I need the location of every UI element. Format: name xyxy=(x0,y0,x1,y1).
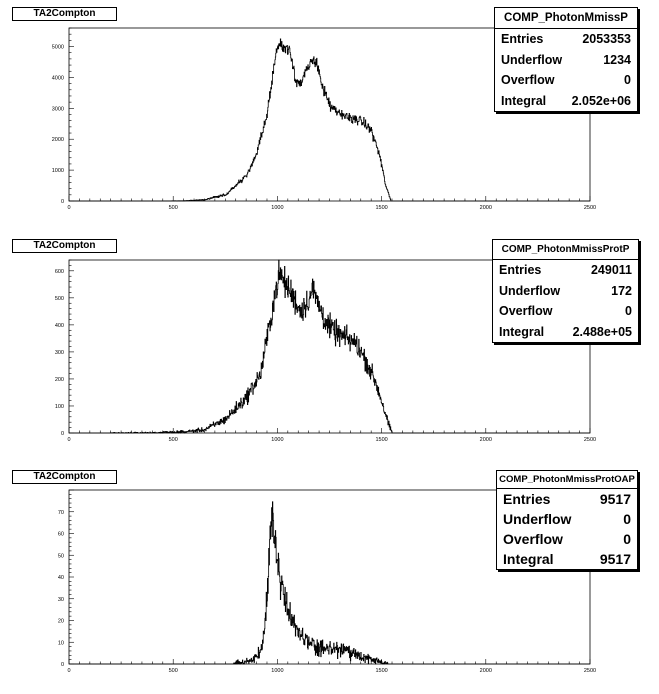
panel1-stats-name: COMP_PhotonMmissP xyxy=(495,8,637,29)
panel1-title: TA2Compton xyxy=(12,7,117,21)
panel3-stats-box: COMP_PhotonMmissProtOAP Entries 9517 Unde… xyxy=(496,470,638,570)
x-tick-label: 1500 xyxy=(375,437,387,443)
panel1-stats-row: Integral 2.052e+06 xyxy=(495,91,637,112)
stats-value: 2.052e+06 xyxy=(571,93,631,108)
x-tick-label: 2000 xyxy=(480,668,492,674)
y-tick-label: 30 xyxy=(58,597,64,603)
y-tick-label: 0 xyxy=(61,431,64,437)
x-tick-label: 2000 xyxy=(480,437,492,443)
stats-label: Underflow xyxy=(501,52,563,67)
x-tick-label: 0 xyxy=(67,437,70,443)
stats-label: Integral xyxy=(503,551,554,567)
panel3-stats-row: Underflow 0 xyxy=(497,509,637,529)
panel2-stats-row: Overflow 0 xyxy=(493,301,638,322)
stats-label: Overflow xyxy=(503,531,563,547)
y-tick-label: 500 xyxy=(55,296,64,302)
stats-value: 0 xyxy=(624,73,631,87)
x-tick-label: 1500 xyxy=(375,668,387,674)
panel2-histogram: 0 500 1000 1500 2000 2500 0 100 200 300 400 500 600 xyxy=(55,259,596,443)
stats-label: Integral xyxy=(499,324,545,339)
panel3-stats-row: Entries 9517 xyxy=(497,489,637,509)
panel2-stats-row: Underflow 172 xyxy=(493,281,638,302)
x-tick-label: 2500 xyxy=(584,205,596,211)
stats-value: 249011 xyxy=(590,263,632,277)
y-tick-label: 50 xyxy=(58,553,64,559)
panel2-title: TA2Compton xyxy=(12,239,117,253)
stats-value: 172 xyxy=(611,283,632,298)
stats-label: Underflow xyxy=(499,283,561,298)
stats-label: Entries xyxy=(501,32,544,46)
x-tick-label: 2500 xyxy=(584,668,596,674)
panel1-stats-row: Underflow 1234 xyxy=(495,50,637,71)
histogram-trace xyxy=(69,501,590,665)
y-tick-label: 300 xyxy=(55,350,64,356)
x-tick-label: 0 xyxy=(67,668,70,674)
x-tick-label: 1000 xyxy=(271,205,283,211)
stats-value: 9517 xyxy=(599,551,631,567)
y-tick-label: 60 xyxy=(58,532,64,538)
y-tick-label: 0 xyxy=(61,662,64,668)
panel1-stats-box: COMP_PhotonMmissP Entries 2053353 Underfl… xyxy=(494,7,638,112)
y-tick-label: 600 xyxy=(55,269,64,275)
y-tick-label: 10 xyxy=(58,640,64,646)
y-tick-label: 40 xyxy=(58,575,64,581)
stats-value: 0 xyxy=(623,511,631,527)
panel2-stats-box: COMP_PhotonMmissProtP Entries 249011 Unde… xyxy=(492,239,639,343)
stats-value: 2.488e+05 xyxy=(572,324,632,339)
x-tick-label: 1500 xyxy=(375,205,387,211)
panel2-stats-name: COMP_PhotonMmissProtP xyxy=(493,240,638,260)
stats-value: 0 xyxy=(625,304,632,318)
stats-value: 9517 xyxy=(599,491,631,507)
y-tick-label: 1000 xyxy=(52,168,64,174)
y-tick-label: 70 xyxy=(58,510,64,516)
stats-value: 1234 xyxy=(603,52,631,67)
x-tick-label: 500 xyxy=(169,437,178,443)
histogram-trace xyxy=(69,259,590,434)
stats-label: Entries xyxy=(503,491,551,507)
stats-value: 0 xyxy=(623,531,631,547)
x-tick-label: 1000 xyxy=(271,437,283,443)
panel1-stats-row: Overflow 0 xyxy=(495,70,637,91)
y-tick-label: 20 xyxy=(58,619,64,625)
stats-value: 2053353 xyxy=(582,32,631,46)
panel1-histogram: 0 500 1000 1500 2000 2500 0 1000 2000 3000 4000 500… xyxy=(52,27,596,211)
histogram-trace xyxy=(69,38,590,202)
y-tick-label: 200 xyxy=(55,377,64,383)
panel1-stats-row: Entries 2053353 xyxy=(495,29,637,50)
x-tick-label: 2500 xyxy=(584,437,596,443)
x-tick-label: 500 xyxy=(169,668,178,674)
y-tick-label: 4000 xyxy=(52,75,64,81)
panel3-stats-row: Integral 9517 xyxy=(497,549,637,569)
y-tick-label: 5000 xyxy=(52,45,64,51)
y-tick-label: 400 xyxy=(55,323,64,329)
x-tick-label: 500 xyxy=(169,205,178,211)
stats-label: Overflow xyxy=(499,304,553,318)
panel3-stats-row: Overflow 0 xyxy=(497,529,637,549)
panel3-stats-name: COMP_PhotonMmissProtOAP xyxy=(497,471,637,489)
y-tick-label: 100 xyxy=(55,404,64,410)
stats-label: Underflow xyxy=(503,511,572,527)
x-tick-label: 0 xyxy=(67,205,70,211)
panel3-title: TA2Compton xyxy=(12,470,117,484)
stats-label: Entries xyxy=(499,263,542,277)
stats-label: Integral xyxy=(501,93,547,108)
y-tick-label: 0 xyxy=(61,199,64,205)
y-tick-label: 3000 xyxy=(52,106,64,112)
stats-label: Overflow xyxy=(501,73,555,87)
panel2-stats-row: Integral 2.488e+05 xyxy=(493,322,638,343)
panel2-stats-row: Entries 249011 xyxy=(493,260,638,281)
y-tick-label: 2000 xyxy=(52,137,64,143)
x-tick-label: 2000 xyxy=(480,205,492,211)
x-tick-label: 1000 xyxy=(271,668,283,674)
